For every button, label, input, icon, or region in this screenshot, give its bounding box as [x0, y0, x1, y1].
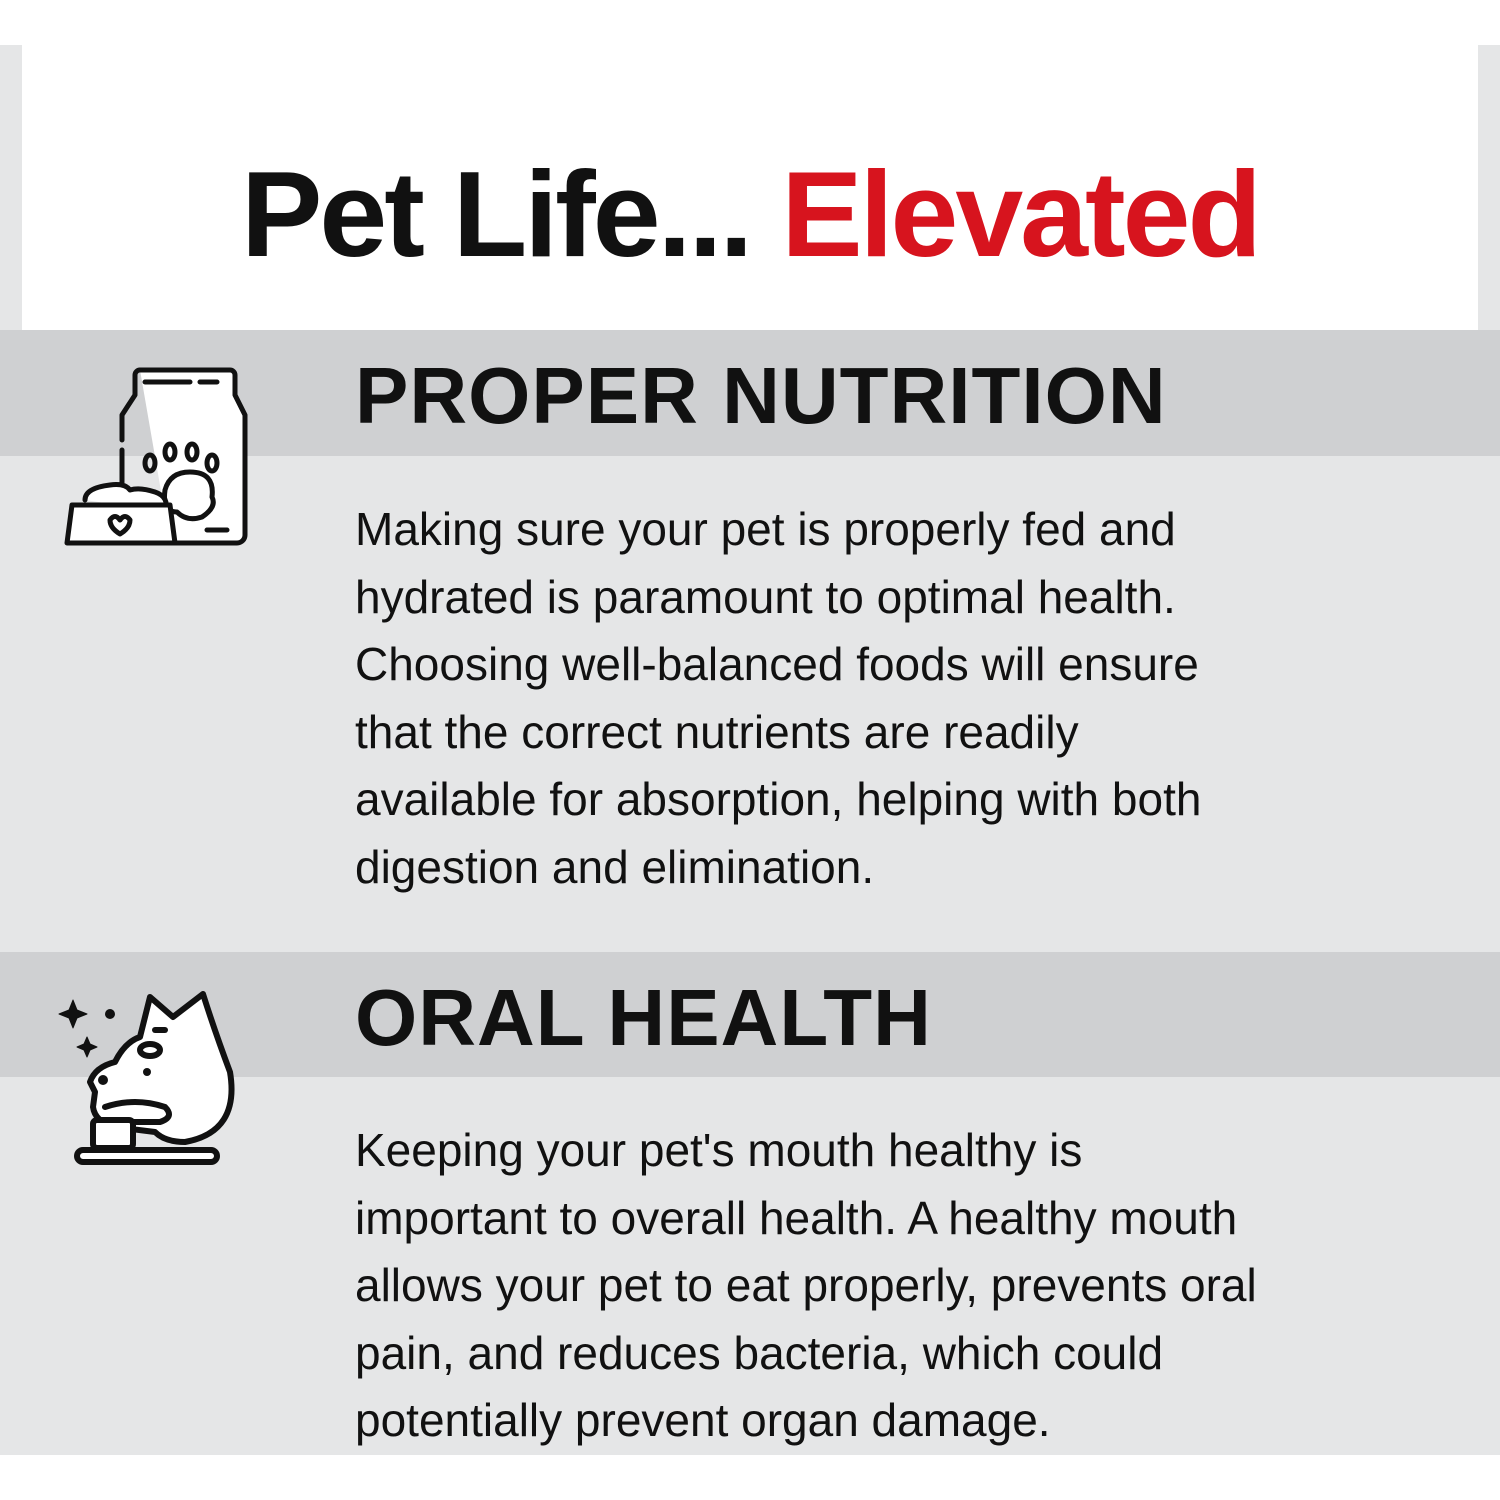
body-line: digestion and elimination. [355, 840, 875, 893]
title-black: Pet Life... [240, 146, 753, 282]
header-card: Pet Life... Elevated [22, 45, 1478, 330]
section-body: Keeping your pet's mouth healthy is impo… [355, 1117, 1257, 1455]
body-line: Choosing well-balanced foods will ensure [355, 638, 1199, 690]
body-line: allows your pet to eat properly, prevent… [355, 1259, 1257, 1311]
right-strip [1478, 45, 1500, 330]
left-strip [0, 45, 22, 330]
title-red: Elevated [781, 146, 1262, 282]
body-line: Keeping your pet's mouth healthy is [355, 1124, 1083, 1176]
body-line: important to overall health. A healthy m… [355, 1191, 1238, 1244]
section-heading: PROPER NUTRITION [355, 351, 1167, 440]
heading-band [0, 330, 1500, 456]
body-line: pain, and reduces bacteria, which could [355, 1326, 1164, 1379]
section-oral-health: ORAL HEALTH Keeping your pet's mouth hea… [0, 952, 1500, 1455]
section-heading: ORAL HEALTH [355, 973, 932, 1062]
pet-food-bag-bowl-icon [64, 367, 248, 546]
body-line: hydrated is paramount to optimal health. [355, 570, 1176, 623]
body-line: available for absorption, helping with b… [355, 773, 1202, 825]
section-body: Making sure your pet is properly fed and… [355, 496, 1201, 901]
body-line: Making sure your pet is properly fed and [355, 503, 1176, 555]
dog-toothbrush-icon [58, 991, 235, 1165]
section-proper-nutrition: PROPER NUTRITION Making sure your pet is… [0, 330, 1500, 952]
heading-band [0, 952, 1500, 1077]
body-line: that the correct nutrients are readily [355, 705, 1079, 758]
page-title: Pet Life... Elevated [22, 153, 1478, 275]
body-line: potentially prevent organ damage. [355, 1394, 1051, 1446]
